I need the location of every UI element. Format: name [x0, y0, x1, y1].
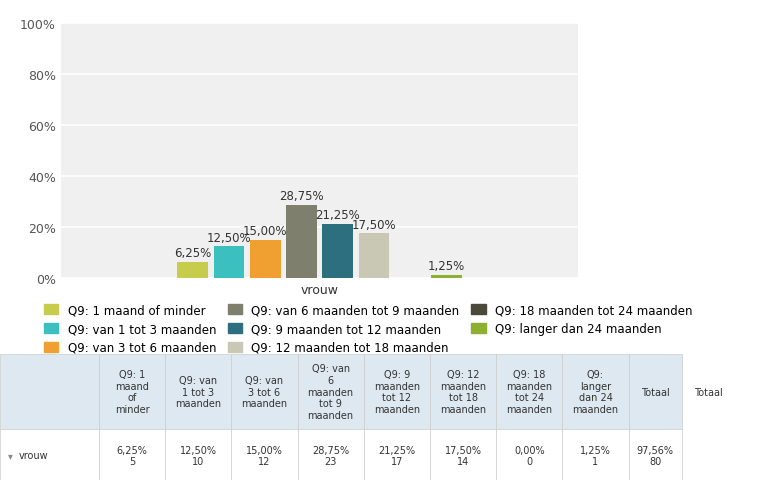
- Text: 15,00%: 15,00%: [243, 225, 288, 238]
- Text: 1,25%
1: 1,25% 1: [580, 444, 611, 466]
- Bar: [286, 205, 317, 278]
- FancyBboxPatch shape: [0, 430, 99, 480]
- Text: 21,25%
17: 21,25% 17: [378, 444, 416, 466]
- FancyBboxPatch shape: [562, 430, 629, 480]
- Bar: [431, 275, 462, 278]
- FancyBboxPatch shape: [99, 354, 165, 430]
- Text: 0,00%
0: 0,00% 0: [514, 444, 545, 466]
- Text: 12,50%
10: 12,50% 10: [180, 444, 217, 466]
- FancyBboxPatch shape: [0, 354, 99, 430]
- FancyBboxPatch shape: [430, 430, 496, 480]
- FancyBboxPatch shape: [231, 430, 298, 480]
- Text: 15,00%
12: 15,00% 12: [246, 444, 283, 466]
- Text: 1,25%: 1,25%: [428, 260, 465, 273]
- Text: 21,25%: 21,25%: [315, 209, 360, 222]
- Text: 17,50%: 17,50%: [352, 218, 396, 231]
- FancyBboxPatch shape: [165, 354, 231, 430]
- Legend: Q9: 1 maand of minder, Q9: van 1 tot 3 maanden, Q9: van 3 tot 6 maanden, Q9: van: Q9: 1 maand of minder, Q9: van 1 tot 3 m…: [44, 303, 693, 354]
- Text: 12,50%: 12,50%: [207, 231, 251, 244]
- FancyBboxPatch shape: [364, 354, 430, 430]
- Text: Q9: 1
maand
of
minder: Q9: 1 maand of minder: [115, 370, 149, 414]
- Text: 28,75%: 28,75%: [279, 190, 324, 203]
- FancyBboxPatch shape: [562, 354, 629, 430]
- Text: Q9: van
3 tot 6
maanden: Q9: van 3 tot 6 maanden: [241, 375, 288, 408]
- Bar: [358, 234, 390, 278]
- FancyBboxPatch shape: [298, 430, 364, 480]
- Text: 6,25%
5: 6,25% 5: [116, 444, 148, 466]
- FancyBboxPatch shape: [629, 430, 682, 480]
- Bar: [177, 263, 209, 278]
- Text: Totaal: Totaal: [641, 387, 670, 397]
- FancyBboxPatch shape: [231, 354, 298, 430]
- Bar: [323, 224, 353, 278]
- FancyBboxPatch shape: [496, 354, 562, 430]
- Text: Q9: van
1 tot 3
maanden: Q9: van 1 tot 3 maanden: [175, 375, 221, 408]
- Text: Q9: 9
maanden
tot 12
maanden: Q9: 9 maanden tot 12 maanden: [374, 370, 420, 414]
- Bar: [214, 247, 244, 278]
- Text: 17,50%
14: 17,50% 14: [444, 444, 482, 466]
- FancyBboxPatch shape: [298, 354, 364, 430]
- Text: Q9:
langer
dan 24
maanden: Q9: langer dan 24 maanden: [572, 370, 619, 414]
- Text: vrouw: vrouw: [19, 450, 49, 460]
- FancyBboxPatch shape: [99, 430, 165, 480]
- Text: 28,75%
23: 28,75% 23: [312, 444, 349, 466]
- Text: 6,25%: 6,25%: [174, 247, 212, 260]
- Text: 97,56%
80: 97,56% 80: [637, 444, 673, 466]
- FancyBboxPatch shape: [430, 354, 496, 430]
- Bar: [250, 240, 281, 278]
- Text: Totaal: Totaal: [694, 387, 723, 397]
- FancyBboxPatch shape: [364, 430, 430, 480]
- FancyBboxPatch shape: [165, 430, 231, 480]
- FancyBboxPatch shape: [629, 354, 682, 430]
- FancyBboxPatch shape: [496, 430, 562, 480]
- Text: Q9: 12
maanden
tot 18
maanden: Q9: 12 maanden tot 18 maanden: [440, 370, 486, 414]
- Text: ▾: ▾: [8, 450, 12, 460]
- Text: Q9: van
6
maanden
tot 9
maanden: Q9: van 6 maanden tot 9 maanden: [307, 364, 354, 420]
- Text: Q9: 18
maanden
tot 24
maanden: Q9: 18 maanden tot 24 maanden: [506, 370, 552, 414]
